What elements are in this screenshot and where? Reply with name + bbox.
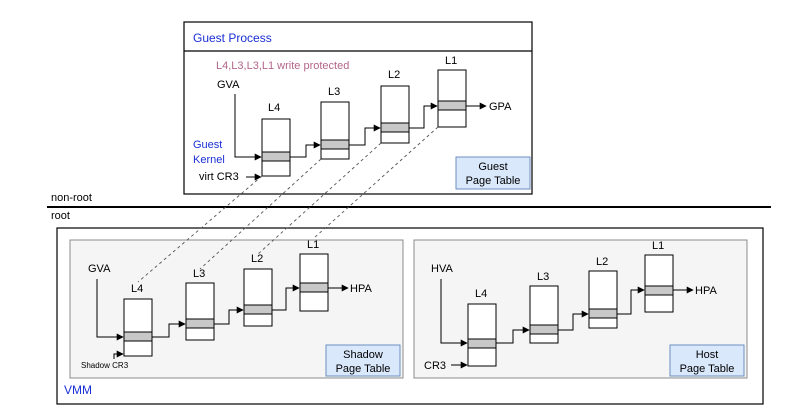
guest-cr3-label: virt CR3 bbox=[199, 171, 239, 183]
guest-process-title: Guest Process bbox=[193, 31, 272, 45]
shadow-l4-label: L4 bbox=[131, 283, 143, 295]
vmm-label: VMM bbox=[64, 383, 92, 397]
guest-kernel-label-line1: Guest bbox=[193, 139, 222, 151]
host-l3-to-l2-arrow bbox=[558, 310, 589, 331]
shadow-cr3-label: Shadow CR3 bbox=[81, 361, 129, 370]
guest-l3-label: L3 bbox=[328, 86, 340, 98]
shadow-page-table-label: Shadow Page Table bbox=[325, 344, 401, 377]
host-l4-table: L4 bbox=[467, 288, 497, 367]
shadow-l2-label: L2 bbox=[251, 253, 263, 265]
host-l2-to-l1-arrow bbox=[617, 286, 645, 315]
guest-l3-to-l2-arrow bbox=[349, 124, 381, 146]
guest-page-table-label: Guest Page Table bbox=[455, 156, 531, 190]
shadow-l3-label: L3 bbox=[193, 268, 205, 280]
shadow-l1-table: L1 bbox=[299, 239, 329, 312]
guest-l4-label: L4 bbox=[268, 102, 280, 114]
host-l1-label: L1 bbox=[652, 240, 664, 252]
vmm-container: VMM GVA Shadow CR3 L4 L3 L2 bbox=[56, 227, 764, 405]
guest-page-table-label-line2: Page Table bbox=[466, 175, 521, 187]
guest-page-table-label-line1: Guest bbox=[478, 161, 507, 173]
guest-l2-label: L2 bbox=[388, 69, 400, 81]
guest-l2-to-l1-arrow bbox=[409, 102, 438, 129]
mapping-line-l2 bbox=[257, 142, 382, 255]
host-panel: HVA CR3 L4 L3 L2 L1 bbox=[413, 239, 748, 379]
guest-kernel-label-line2: Kernel bbox=[193, 154, 225, 166]
shadow-mapping-lines bbox=[137, 126, 439, 283]
shadow-gva-label: GVA bbox=[88, 263, 111, 275]
host-page-table-label: Host Page Table bbox=[669, 344, 745, 377]
host-l4-to-l3-arrow bbox=[496, 326, 530, 344]
guest-gva-label: GVA bbox=[217, 79, 240, 91]
guest-gva-arrow bbox=[234, 94, 262, 161]
non-root-label: non-root bbox=[51, 192, 92, 204]
shadow-l3-to-l2-arrow bbox=[214, 306, 244, 325]
host-l1-table: L1 bbox=[644, 240, 674, 313]
root-label: root bbox=[51, 210, 70, 222]
shadow-page-table-label-line2: Page Table bbox=[336, 363, 391, 375]
shadow-l2-table: L2 bbox=[243, 253, 273, 327]
shadow-panel: GVA Shadow CR3 L4 L3 L2 L bbox=[69, 239, 404, 379]
shadow-l2-to-l1-arrow bbox=[272, 284, 300, 311]
host-page-table-label-line1: Host bbox=[696, 349, 719, 361]
shadow-l4-to-l3-arrow bbox=[152, 320, 186, 338]
host-l3-label: L3 bbox=[537, 271, 549, 283]
guest-l1-label: L1 bbox=[445, 55, 457, 67]
mapping-line-l1 bbox=[313, 126, 439, 239]
shadow-l4-table: L4 bbox=[123, 283, 153, 357]
host-l3-table: L3 bbox=[529, 271, 559, 344]
guest-l3-table: L3 bbox=[320, 86, 350, 160]
guest-l1-table: L1 bbox=[437, 55, 467, 128]
shadow-l1-label: L1 bbox=[307, 239, 319, 251]
shadow-l3-table: L3 bbox=[185, 268, 215, 341]
guest-l2-table: L2 bbox=[380, 69, 410, 144]
host-page-table-label-line2: Page Table bbox=[680, 363, 735, 375]
guest-gpa-label: GPA bbox=[489, 101, 512, 113]
shadow-page-table-label-line1: Shadow bbox=[343, 349, 383, 361]
host-l2-table: L2 bbox=[588, 256, 618, 329]
guest-process-container: Guest Process L4,L3,L3,L1 write protecte… bbox=[183, 21, 533, 195]
write-protected-note: L4,L3,L3,L1 write protected bbox=[216, 60, 349, 72]
guest-l4-to-l3-arrow bbox=[290, 141, 321, 158]
shadow-cr3-arrow bbox=[113, 350, 124, 359]
shadow-gva-arrow bbox=[96, 279, 124, 341]
host-hva-arrow bbox=[440, 279, 468, 347]
host-l4-label: L4 bbox=[475, 288, 487, 300]
shadow-hpa-label: HPA bbox=[350, 283, 372, 295]
host-cr3-label: CR3 bbox=[424, 360, 446, 372]
host-hpa-label: HPA bbox=[695, 285, 717, 297]
host-l2-label: L2 bbox=[596, 256, 608, 268]
host-hva-label: HVA bbox=[431, 263, 453, 275]
